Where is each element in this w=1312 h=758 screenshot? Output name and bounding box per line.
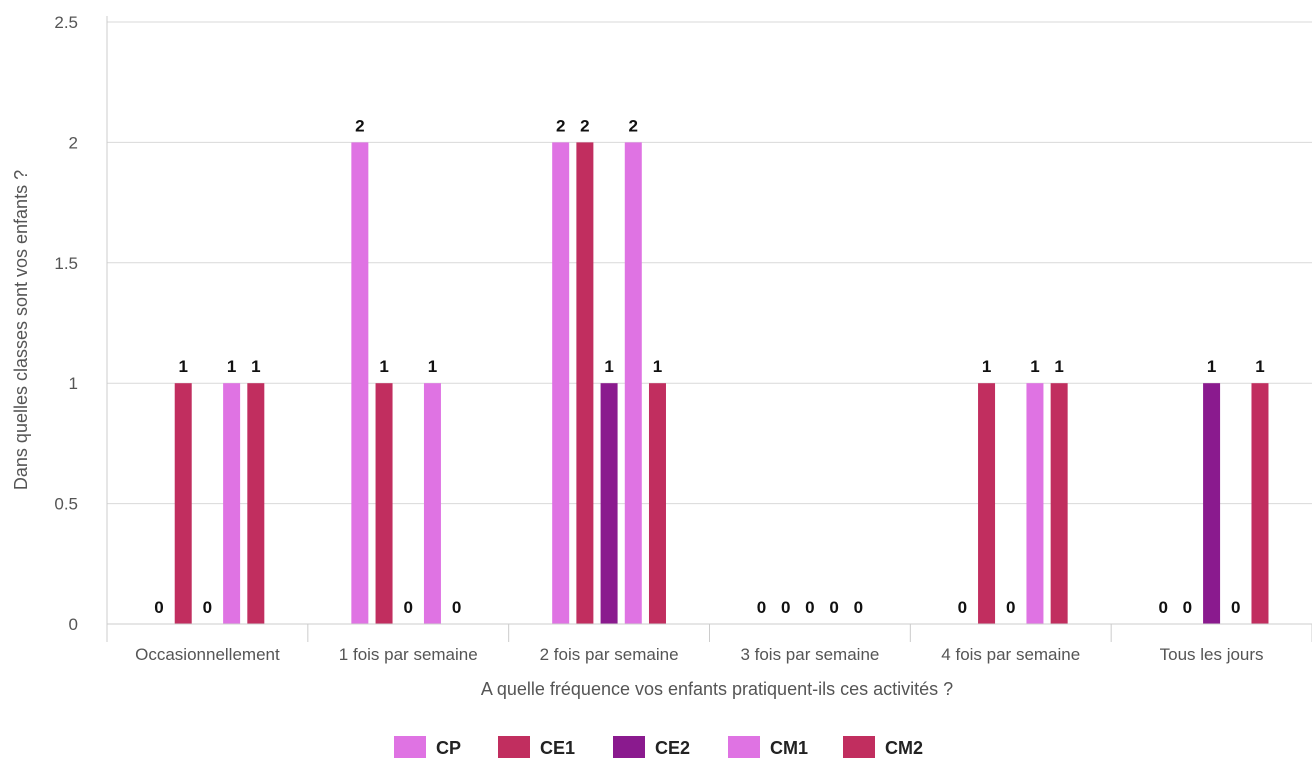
y-axis-title: Dans quelles classes sont vos enfants ? [11,170,31,490]
data-label: 0 [404,598,413,617]
data-label: 2 [580,116,589,135]
legend-swatch [394,736,426,758]
bars [174,142,1269,624]
data-label: 1 [1030,357,1039,376]
bar [600,383,618,624]
data-label: 0 [154,598,163,617]
x-tick-label: 4 fois par semaine [941,645,1080,664]
legend-swatch [843,736,875,758]
bar [351,142,369,624]
y-tick-label: 1.5 [54,254,78,273]
legend-label: CE2 [655,738,690,758]
y-tick-label: 1 [69,374,78,393]
data-label: 0 [1158,598,1167,617]
legend-swatch [613,736,645,758]
data-label: 0 [805,598,814,617]
data-label: 2 [355,116,364,135]
bar [648,383,666,624]
bar [552,142,570,624]
data-label: 0 [829,598,838,617]
y-tick-label: 2 [69,133,78,152]
data-label: 0 [757,598,766,617]
bar [375,383,393,624]
bar [624,142,642,624]
bar [576,142,594,624]
data-label: 1 [227,357,236,376]
y-axis-ticks: 0 0.5 1 1.5 2 2.5 [54,13,78,634]
x-axis: Occasionnellement 1 fois par semaine 2 foi… [106,623,1312,664]
data-label: 1 [1255,357,1264,376]
y-tick-label: 0 [69,615,78,634]
data-label: 1 [604,357,613,376]
bar [223,383,241,624]
x-tick-label: 3 fois par semaine [740,645,879,664]
bar [1050,383,1068,624]
legend-swatch [498,736,530,758]
data-label: 0 [958,598,967,617]
data-label: 0 [781,598,790,617]
data-label: 1 [379,357,388,376]
data-label: 1 [982,357,991,376]
legend-label: CM1 [770,738,808,758]
legend-label: CE1 [540,738,575,758]
bar [423,383,441,624]
x-tick-label: 1 fois par semaine [339,645,478,664]
data-label: 0 [854,598,863,617]
y-tick-label: 2.5 [54,13,78,32]
data-label: 1 [1207,357,1216,376]
data-label: 2 [629,116,638,135]
bar [1251,383,1269,624]
data-label: 0 [1183,598,1192,617]
legend-label: CP [436,738,461,758]
data-label: 2 [556,116,565,135]
data-label: 1 [1054,357,1063,376]
bar [1026,383,1044,624]
bar [174,383,192,624]
data-label: 0 [1006,598,1015,617]
grid-lines [106,16,1312,625]
data-label: 1 [251,357,260,376]
data-label: 0 [452,598,461,617]
data-label: 1 [178,357,187,376]
data-label: 1 [653,357,662,376]
bar [247,383,265,624]
legend: CP CE1 CE2 CM1 CM2 [394,736,923,758]
legend-swatch [728,736,760,758]
legend-label: CM2 [885,738,923,758]
x-tick-label: Occasionnellement [135,645,280,664]
y-tick-label: 0.5 [54,495,78,514]
data-label: 1 [428,357,437,376]
data-label: 0 [203,598,212,617]
x-axis-title: A quelle fréquence vos enfants pratiquen… [481,679,953,699]
bar [1203,383,1221,624]
x-tick-label: Tous les jours [1160,645,1264,664]
bar [978,383,996,624]
x-tick-label: 2 fois par semaine [540,645,679,664]
data-label: 0 [1231,598,1240,617]
